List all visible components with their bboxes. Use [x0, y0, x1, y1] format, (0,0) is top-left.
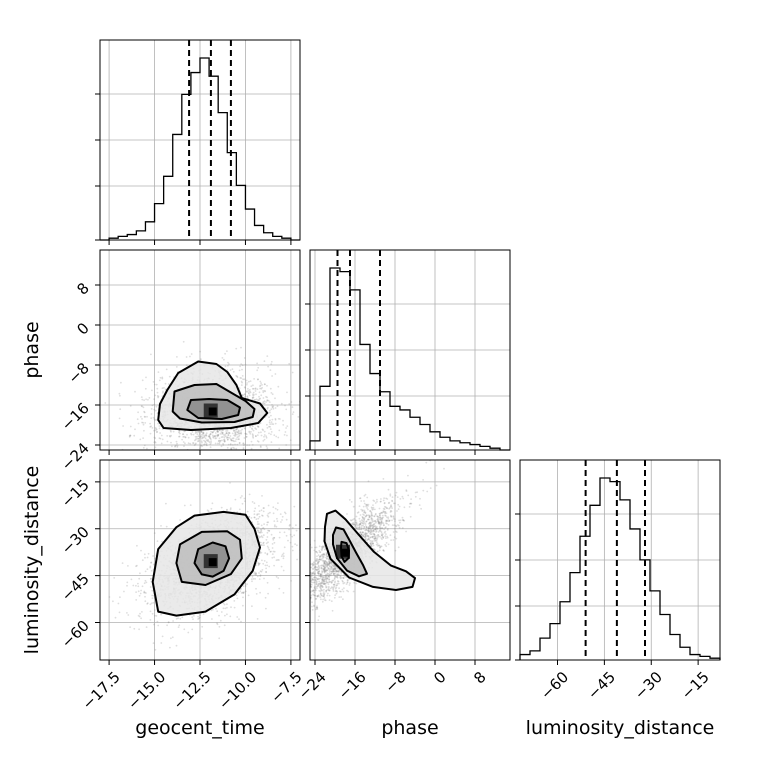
x-tick-label-phase-4: 8	[470, 668, 489, 687]
x-tick-label-luminosity_distance-2: −30	[631, 668, 666, 703]
x-tick-label-phase-2: −8	[381, 668, 409, 696]
y-tick-label-phase-3: 0	[73, 319, 92, 338]
contour-geocent_time-luminosity_distance-1	[175, 530, 243, 586]
x-tick-label-luminosity_distance-3: −15	[678, 668, 713, 703]
x-tick-label-geocent_time-0: −17.5	[79, 668, 124, 713]
x-tick-label-geocent_time-3: −10.0	[215, 668, 260, 713]
y-tick-label-phase-0: −24	[58, 439, 93, 474]
y-tick-label-phase-4: 8	[73, 279, 92, 298]
x-tick-label-luminosity_distance-1: −45	[584, 668, 619, 703]
scatter-panel-phase-luminosity_distance	[305, 459, 511, 665]
contour-geocent_time-luminosity_distance-2	[151, 510, 261, 617]
contour-phase-luminosity_distance-1	[332, 526, 368, 578]
contour-geocent_time-phase-1	[171, 383, 256, 424]
scatter-panel-geocent_time-luminosity_distance	[95, 459, 301, 665]
x-tick-label-geocent_time-1: −15.0	[124, 668, 169, 713]
x-tick-label-luminosity_distance-0: −60	[537, 668, 572, 703]
x-axis-label-luminosity_distance: luminosity_distance	[526, 717, 715, 739]
y-tick-label-luminosity_distance-2: −30	[58, 523, 93, 558]
contour-geocent_time-phase-0	[186, 398, 241, 420]
y-tick-label-phase-1: −16	[58, 399, 93, 434]
histogram-luminosity_distance	[519, 477, 721, 660]
y-tick-label-luminosity_distance-0: −60	[58, 617, 93, 652]
x-tick-label-phase-0: −24	[295, 668, 330, 703]
histogram-panel-phase	[305, 249, 511, 455]
y-axis-label-luminosity_distance: luminosity_distance	[21, 466, 43, 655]
y-tick-label-luminosity_distance-3: −15	[58, 476, 93, 511]
y-axis-label-phase: phase	[21, 321, 43, 378]
x-axis-label-phase: phase	[381, 717, 438, 739]
histogram-geocent_time	[100, 57, 300, 241]
contour-phase-luminosity_distance-2	[323, 509, 416, 591]
y-tick-label-phase-2: −8	[64, 359, 92, 387]
histogram-panel-geocent_time	[95, 39, 301, 245]
contour-geocent_time-phase-2	[157, 360, 269, 431]
contour-geocent_time-luminosity_distance-0	[193, 541, 231, 578]
scatter-panel-geocent_time-phase	[95, 249, 301, 455]
x-tick-label-phase-3: 0	[430, 668, 449, 687]
x-tick-label-geocent_time-2: −12.5	[170, 668, 215, 713]
x-tick-label-phase-1: −16	[335, 668, 370, 703]
contour-phase-luminosity_distance-0	[340, 540, 350, 563]
histogram-phase	[309, 267, 510, 451]
y-tick-label-luminosity_distance-1: −45	[58, 570, 93, 605]
histogram-panel-luminosity_distance	[515, 459, 721, 665]
x-axis-label-geocent_time: geocent_time	[135, 717, 264, 739]
